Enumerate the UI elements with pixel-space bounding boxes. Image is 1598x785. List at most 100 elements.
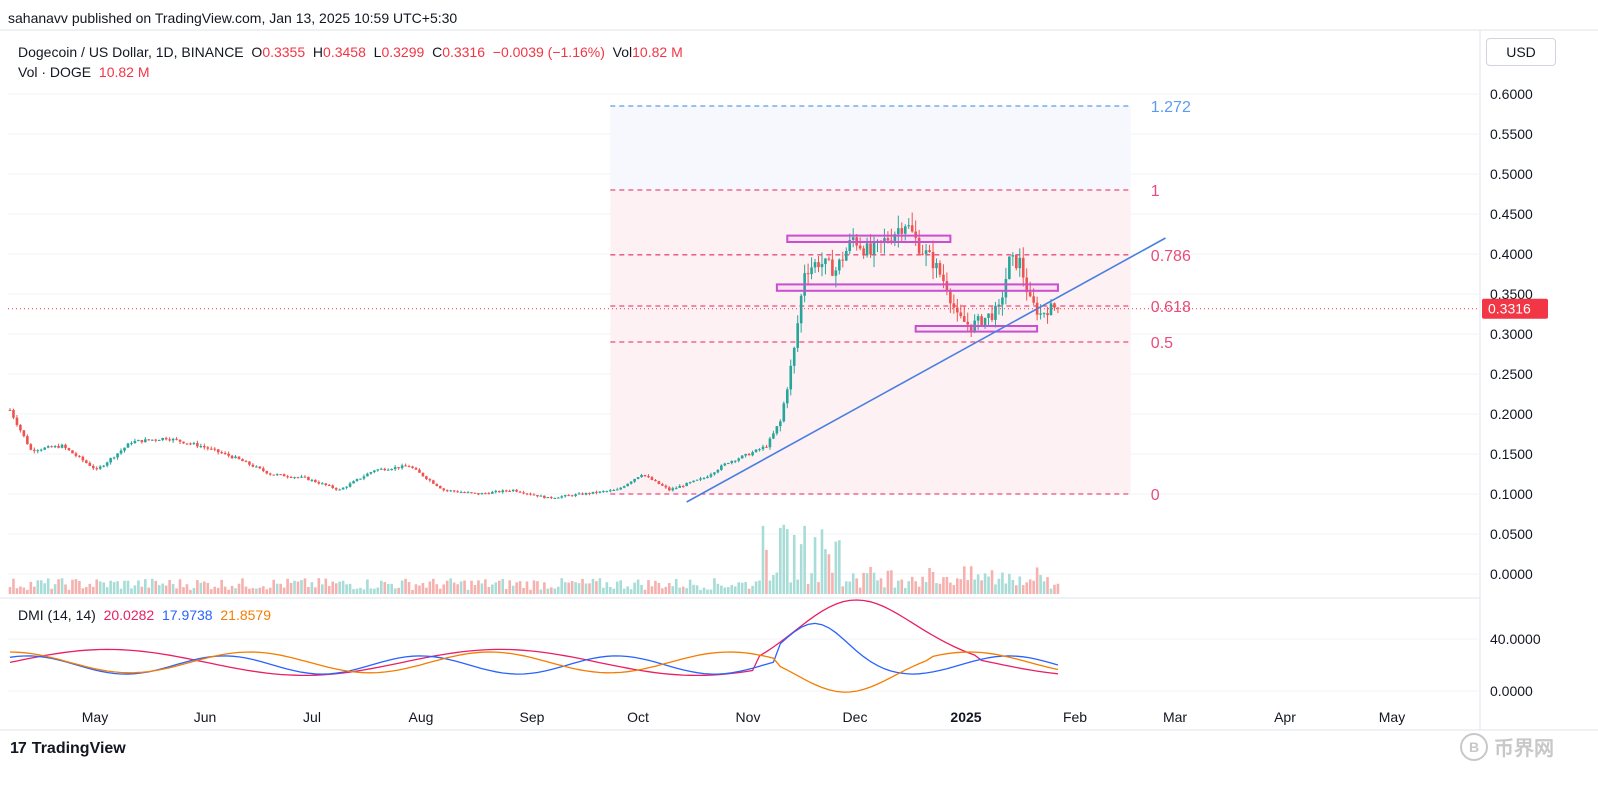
volume-bar (588, 583, 591, 594)
volume-bar (720, 585, 723, 594)
volume-bar (532, 580, 536, 594)
volume-bar (268, 587, 272, 594)
dmi-adx-value: 20.0282 (103, 607, 155, 623)
volume-bar (8, 587, 12, 594)
volume-bar (563, 582, 567, 594)
candle-body (1011, 255, 1015, 257)
volume-bar (1046, 577, 1049, 594)
candle-body (449, 490, 452, 492)
candle-body (168, 439, 171, 441)
candle-body (529, 493, 532, 495)
volume-bar (442, 584, 446, 594)
volume-bar (449, 578, 452, 594)
candle-body (952, 303, 956, 308)
candle-body (518, 491, 522, 493)
volume-bar (945, 576, 949, 594)
candle-body (917, 237, 921, 254)
candle-body (109, 458, 112, 463)
volume-bar (81, 588, 85, 594)
candle-body (997, 304, 1001, 306)
volume-bar (897, 580, 900, 594)
candle-body (130, 443, 133, 445)
volume-bar (470, 580, 473, 594)
candle-body (196, 443, 199, 447)
candle-body (838, 259, 841, 271)
symbol-legend: Dogecoin / US Dollar, 1D, BINANCE O0.335… (18, 44, 683, 60)
currency-button[interactable]: USD (1486, 38, 1556, 66)
volume-bar (803, 525, 806, 594)
candle-body (459, 492, 463, 494)
candle-body (699, 478, 702, 480)
candle-body (765, 446, 768, 448)
volume-bar (928, 568, 931, 594)
candle-body (633, 478, 636, 482)
candle-body (661, 484, 664, 486)
candle-body (81, 456, 85, 461)
candle-body (768, 438, 772, 448)
candle-body (668, 487, 671, 491)
volume-bar (903, 587, 907, 594)
fib-level-label: 0.618 (1151, 299, 1191, 316)
volume-bar (737, 582, 740, 594)
candle-body (782, 403, 786, 422)
fib-ext-zone (610, 106, 1131, 190)
candle-body (300, 476, 303, 478)
tradingview-footer[interactable]: 17 TradingView (10, 740, 126, 758)
candle-body (418, 469, 421, 473)
candle-body (501, 490, 505, 493)
volume-bar (900, 579, 904, 594)
candle-body (15, 417, 19, 425)
candle-body (57, 446, 60, 448)
candle-body (636, 477, 640, 479)
candle-body (560, 496, 564, 498)
price-tick-label: 0.1000 (1490, 486, 1533, 502)
candle-body (268, 473, 272, 475)
candle-body (709, 474, 713, 477)
volume-bar (327, 586, 331, 594)
volume-bar (775, 572, 779, 594)
volume-bar (598, 578, 602, 594)
watermark-logo-icon: B (1460, 732, 1488, 761)
volume-bar (435, 584, 439, 594)
volume-bar (890, 570, 893, 594)
volume-bar (841, 586, 845, 594)
volume-bar (522, 587, 525, 594)
volume-bar (938, 583, 942, 594)
volume-bar (789, 582, 793, 594)
candle-body (154, 439, 158, 441)
candle-body (671, 488, 675, 491)
volume-bar (178, 579, 182, 594)
volume-bar (668, 583, 671, 594)
dmi-tick-label: 0.0000 (1490, 683, 1533, 699)
candle-body (921, 253, 924, 255)
candle-body (39, 449, 43, 451)
volume-bar (942, 577, 945, 594)
range-box (914, 325, 1039, 333)
price-tick-label: 0.5500 (1490, 126, 1533, 142)
volume-bar (282, 587, 286, 594)
volume-bar (574, 582, 577, 594)
volume-bar (980, 580, 983, 594)
candle-body (1056, 307, 1060, 309)
volume-bar (57, 579, 60, 594)
volume-bar (74, 579, 78, 594)
volume-bar (262, 586, 265, 594)
volume-bar (137, 580, 140, 594)
volume-bar (196, 580, 199, 594)
volume-bar (286, 578, 289, 594)
candle-body (775, 426, 779, 434)
candle-body (1049, 303, 1053, 316)
volume-bar (595, 581, 598, 594)
publisher-line: sahanavv published on TradingView.com, J… (8, 10, 458, 26)
volume-bar (379, 580, 383, 594)
volume-bar (78, 580, 81, 594)
volume-bar (244, 586, 248, 594)
volume-bar (199, 582, 203, 594)
candle-body (157, 440, 161, 442)
volume-bar (612, 588, 616, 594)
volume-bar (39, 580, 43, 594)
candle-body (29, 444, 33, 450)
volume-bar (827, 554, 831, 594)
last-price-label: 0.3316 (1488, 301, 1531, 317)
